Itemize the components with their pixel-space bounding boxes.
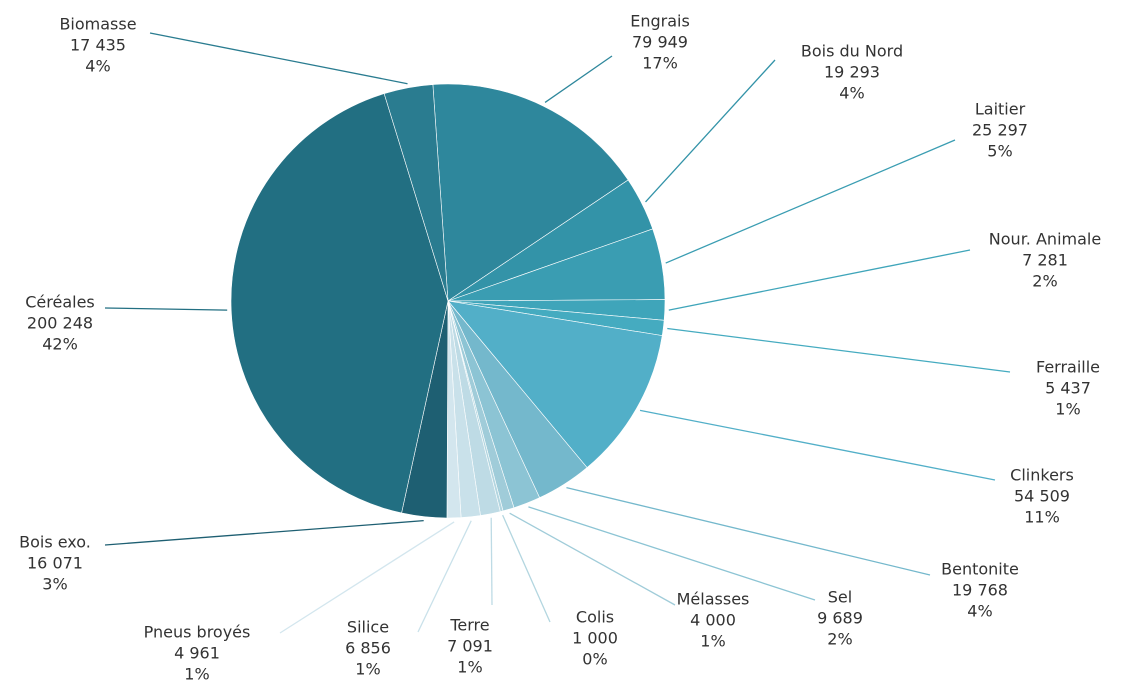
slice-value: 9 689 <box>817 609 863 628</box>
slice-value: 79 949 <box>632 33 688 52</box>
slice-label: Céréales <box>25 293 95 312</box>
leader-line <box>502 514 551 623</box>
slice-label: Pneus broyés <box>144 623 251 642</box>
slice-label: Clinkers <box>1010 466 1074 485</box>
slice-percent: 17% <box>642 54 678 73</box>
leader-line <box>104 307 228 311</box>
slice-value: 4 000 <box>690 611 736 630</box>
leader-line <box>566 486 931 576</box>
slice-value: 16 071 <box>27 554 83 573</box>
slice-label: Nour. Animale <box>989 230 1101 249</box>
slice-percent: 1% <box>1055 400 1080 419</box>
slice-label: Laitier <box>975 100 1026 119</box>
slice-label: Bois exo. <box>19 533 91 552</box>
slice-value: 4 961 <box>174 644 220 663</box>
leader-line <box>668 249 971 311</box>
slice-value: 7 091 <box>447 637 493 656</box>
slice-label: Ferraille <box>1036 358 1100 377</box>
slice-label: Silice <box>347 618 389 637</box>
slice-value: 19 293 <box>824 63 880 82</box>
leader-line <box>665 139 956 264</box>
slice-label: Terre <box>449 616 489 635</box>
slice-label: Colis <box>576 608 614 627</box>
slice-value: 17 435 <box>70 36 126 55</box>
leader-line <box>544 55 613 103</box>
slice-percent: 1% <box>184 665 209 684</box>
leader-line <box>509 512 676 606</box>
slice-percent: 11% <box>1024 508 1060 527</box>
slice-percent: 42% <box>42 335 78 354</box>
leader-line <box>149 32 408 85</box>
slice-label: Engrais <box>630 12 690 31</box>
slice-value: 1 000 <box>572 629 618 648</box>
slice-percent: 4% <box>85 57 110 76</box>
slice-label: Mélasses <box>677 590 750 609</box>
pie-slice <box>447 300 663 469</box>
slice-label: Bois du Nord <box>801 42 903 61</box>
leader-line <box>417 520 472 633</box>
pie-slice <box>383 84 449 302</box>
pie-slice <box>230 93 449 514</box>
slice-percent: 1% <box>355 660 380 679</box>
leader-line <box>279 521 455 634</box>
slice-percent: 5% <box>987 142 1012 161</box>
slice-percent: 0% <box>582 650 607 669</box>
slice-percent: 1% <box>700 632 725 651</box>
slice-value: 6 856 <box>345 639 391 658</box>
slice-percent: 1% <box>457 658 482 677</box>
slice-value: 25 297 <box>972 121 1028 140</box>
slice-percent: 3% <box>42 575 67 594</box>
slice-percent: 2% <box>1032 272 1057 291</box>
slice-label: Biomasse <box>59 15 136 34</box>
slice-percent: 4% <box>839 84 864 103</box>
slice-percent: 2% <box>827 630 852 649</box>
slice-value: 54 509 <box>1014 487 1070 506</box>
slice-label: Sel <box>828 588 852 607</box>
leader-line <box>667 327 1011 373</box>
slice-value: 7 281 <box>1022 251 1068 270</box>
slice-value: 5 437 <box>1045 379 1091 398</box>
slice-value: 200 248 <box>27 314 93 333</box>
leader-line <box>639 409 996 481</box>
pie-slice <box>432 83 629 302</box>
slice-label: Bentonite <box>941 560 1019 579</box>
leader-line <box>645 59 776 203</box>
slice-value: 19 768 <box>952 581 1008 600</box>
leader-line <box>104 520 424 546</box>
leader-line <box>490 517 493 606</box>
leader-line <box>528 506 816 601</box>
slice-percent: 4% <box>967 602 992 621</box>
